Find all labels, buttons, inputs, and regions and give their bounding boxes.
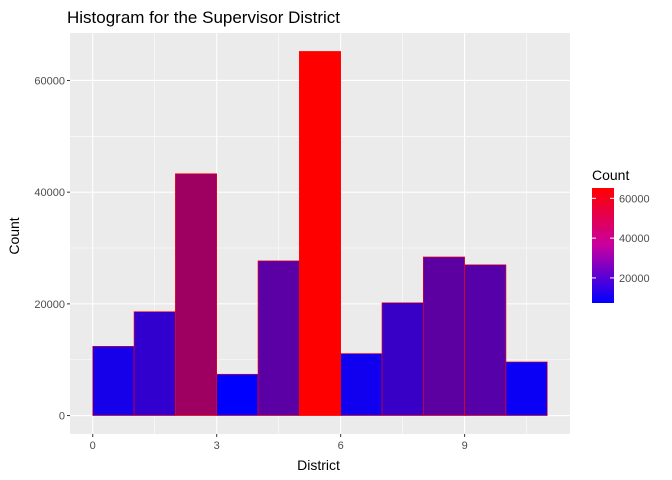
y-axis-title: Count [6,217,22,254]
legend-tick-label: 20000 [619,273,650,285]
y-tick-label: 0 [59,411,65,423]
histogram-bar [175,173,217,416]
legend-colorbar [592,188,614,303]
x-tick-label: 9 [462,440,468,452]
x-axis-title: District [297,457,340,473]
histogram-bar [216,373,259,416]
x-tick-label: 6 [338,440,344,452]
histogram-bar [505,361,548,416]
histogram-bar [133,311,176,416]
histogram-bar [381,302,424,416]
histogram-bar [257,260,300,416]
legend-tick-label: 60000 [619,193,650,205]
legend-ticks: 20000 40000 60000 [592,193,650,285]
color-legend: Count 20000 40000 60000 [592,167,650,303]
histogram-bars [92,51,548,416]
histogram-bar [423,256,465,416]
histogram-bar [92,346,135,416]
legend-title: Count [592,167,629,183]
y-axis: 0 20000 40000 60000 [34,75,70,423]
x-axis: 0 3 6 9 [90,434,468,452]
y-tick-label: 40000 [34,187,65,199]
histogram-bar [340,353,383,416]
histogram-bar [299,51,341,416]
chart-title: Histogram for the Supervisor District [67,8,340,27]
histogram-bar [464,264,507,416]
y-tick-label: 20000 [34,299,65,311]
legend-tick-label: 40000 [619,233,650,245]
x-tick-label: 0 [90,440,96,452]
y-tick-label: 60000 [34,75,65,87]
x-tick-label: 3 [214,440,220,452]
